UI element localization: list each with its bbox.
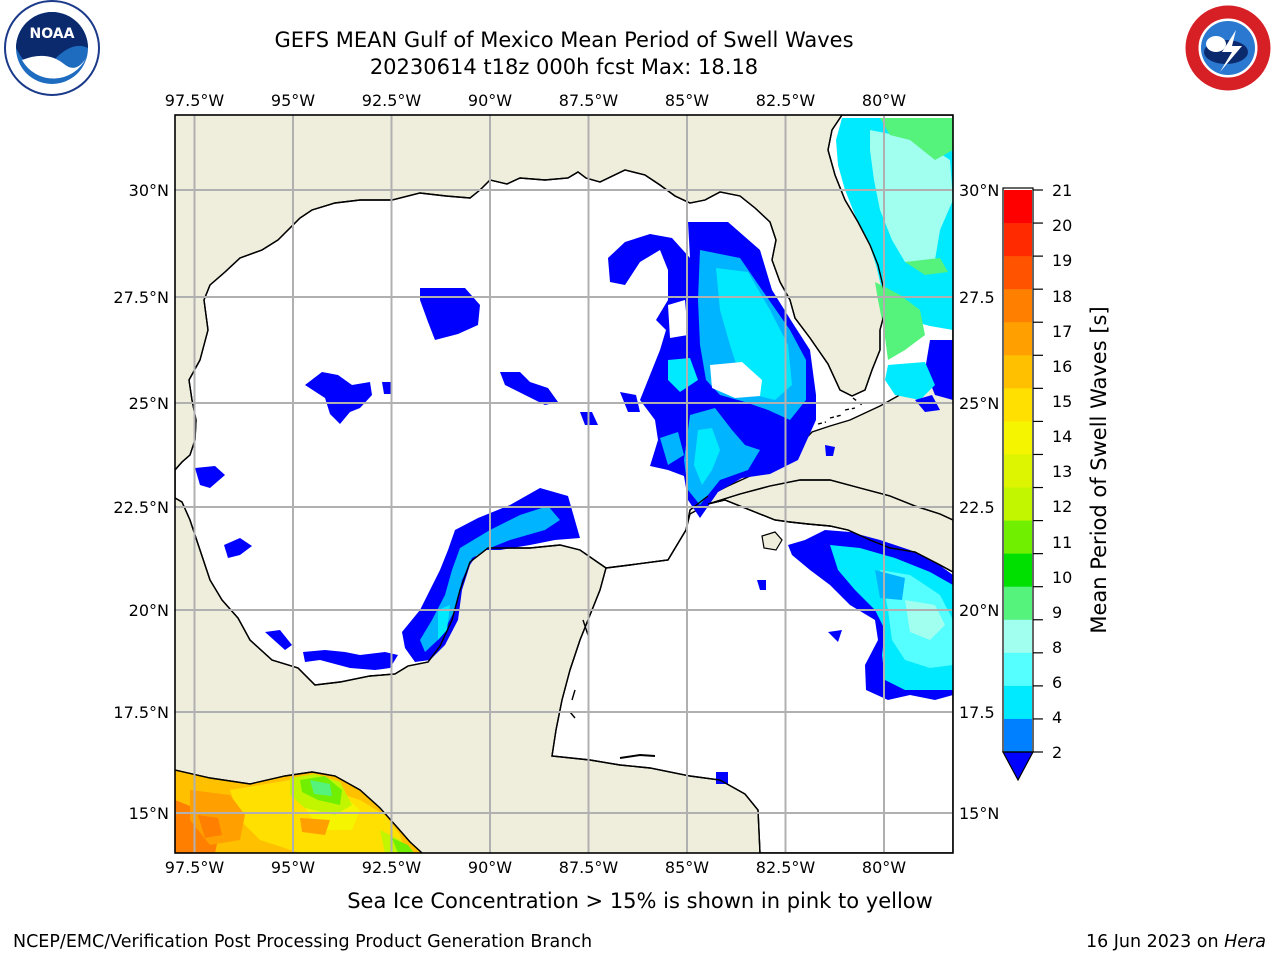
colorbar-swatch (1004, 223, 1032, 257)
lat-label: 17.5 (959, 703, 995, 722)
colorbar-tick: 16 (1052, 357, 1072, 376)
nws-logo-icon (1182, 2, 1274, 94)
footer-date-text: 16 Jun 2023 on (1085, 932, 1225, 952)
lon-label: 92.5°W (362, 858, 422, 877)
lon-label: 80°W (862, 91, 906, 110)
lon-label: 85°W (665, 91, 709, 110)
lon-label: 90°W (468, 91, 512, 110)
colorbar-swatch (1004, 718, 1032, 753)
colorbar-tick-labels: 21 20 19 18 17 16 15 14 13 12 11 10 9 8 … (1052, 181, 1072, 762)
lon-label: 80°W (862, 858, 906, 877)
sea-ice-note: Sea Ice Concentration > 15% is shown in … (347, 889, 933, 913)
colorbar-tick: 6 (1052, 673, 1062, 692)
map-panel (175, 115, 953, 853)
colorbar-tick: 9 (1052, 603, 1062, 622)
lon-label: 82.5°W (756, 858, 816, 877)
lon-label: 87.5°W (559, 858, 619, 877)
lon-label: 92.5°W (362, 91, 422, 110)
lat-label: 22.5°N (113, 498, 169, 517)
lat-label: 30°N (959, 181, 999, 200)
colorbar-swatch (1004, 586, 1032, 621)
colorbar-swatch (1004, 520, 1032, 555)
colorbar-frame (1002, 187, 1034, 753)
colorbar-swatch (1004, 619, 1032, 654)
lat-label: 22.5 (959, 498, 995, 517)
lat-labels-left: 30°N 27.5°N 25°N 22.5°N 20°N 17.5°N 15°N (113, 181, 169, 823)
lat-label: 20°N (959, 601, 999, 620)
lat-label: 15°N (129, 804, 169, 823)
colorbar-tick: 21 (1052, 181, 1072, 200)
lat-label: 30°N (129, 181, 169, 200)
lon-label: 87.5°W (559, 91, 619, 110)
noaa-logo-icon: NOAA (4, 0, 100, 96)
isle-of-youth (761, 531, 783, 551)
colorbar-tick: 10 (1052, 568, 1072, 587)
colorbar-tick: 15 (1052, 392, 1072, 411)
colorbar-swatch (1004, 355, 1032, 389)
colorbar-tick: 12 (1052, 497, 1072, 516)
lon-label: 90°W (468, 858, 512, 877)
colorbar-swatch (1004, 487, 1032, 522)
lon-labels-top: 97.5°W 95°W 92.5°W 90°W 87.5°W 85°W 82.5… (165, 91, 906, 110)
lat-labels-right: 30°N 27.5 25°N 22.5 20°N 17.5 15°N (959, 181, 999, 823)
colorbar: 21 20 19 18 17 16 15 14 13 12 11 10 9 8 … (1001, 181, 1111, 782)
lon-label: 97.5°W (165, 858, 225, 877)
coastline-layer (175, 115, 953, 853)
lat-label: 15°N (959, 804, 999, 823)
colorbar-tick: 8 (1052, 638, 1062, 657)
lon-label: 95°W (271, 858, 315, 877)
colorbar-swatch (1004, 553, 1032, 588)
lat-label: 25°N (129, 394, 169, 413)
colorbar-tick-marks (1033, 189, 1043, 753)
graticule (175, 115, 953, 853)
colorbar-extend-triangle (1001, 751, 1035, 782)
lat-label: 25°N (959, 394, 999, 413)
colorbar-tick: 13 (1052, 462, 1072, 481)
colorbar-tick: 11 (1052, 533, 1072, 552)
colorbar-swatch (1004, 454, 1032, 489)
footer-credit: NCEP/EMC/Verification Post Processing Pr… (13, 932, 593, 952)
title-line-2: 20230614 t18z 000h fcst Max: 18.18 (369, 55, 759, 79)
colorbar-tick: 4 (1052, 708, 1062, 727)
footer-date: 16 Jun 2023 on Hera (1086, 932, 1266, 952)
lat-label: 17.5°N (113, 703, 169, 722)
colorbar-swatch (1004, 322, 1032, 356)
map-frame (174, 114, 954, 854)
lon-label: 97.5°W (165, 91, 225, 110)
lat-label: 27.5°N (113, 288, 169, 307)
colorbar-tick: 17 (1052, 322, 1072, 341)
title-line-1: GEFS MEAN Gulf of Mexico Mean Period of … (274, 28, 854, 52)
colorbar-tick: 19 (1052, 251, 1072, 270)
lon-labels-bottom: 97.5°W 95°W 92.5°W 90°W 87.5°W 85°W 82.5… (165, 858, 906, 877)
colorbar-swatch (1004, 256, 1032, 290)
lon-label: 85°W (665, 858, 709, 877)
colorbar-swatch (1004, 190, 1032, 224)
colorbar-swatches (1004, 190, 1032, 753)
colorbar-swatch (1004, 685, 1032, 720)
svg-text:NOAA: NOAA (30, 26, 75, 42)
colorbar-tick: 14 (1052, 427, 1072, 446)
lon-label: 82.5°W (756, 91, 816, 110)
colorbar-tick: 2 (1052, 743, 1062, 762)
colorbar-swatch (1004, 652, 1032, 687)
colorbar-label: Mean Period of Swell Waves [s] (1087, 306, 1111, 633)
lat-label: 27.5 (959, 288, 995, 307)
lon-label: 95°W (271, 91, 315, 110)
colorbar-tick: 18 (1052, 287, 1072, 306)
lat-label: 20°N (129, 601, 169, 620)
colorbar-tick: 20 (1052, 216, 1072, 235)
colorbar-swatch (1004, 388, 1032, 422)
colorbar-swatch (1004, 421, 1032, 455)
footer-host: Hera (1224, 932, 1266, 952)
colorbar-swatch (1004, 289, 1032, 323)
